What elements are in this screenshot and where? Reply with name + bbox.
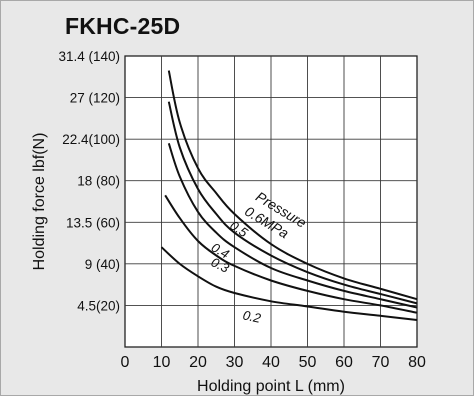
- x-tick-label: 80: [408, 354, 426, 371]
- series-label: 0.3: [209, 254, 233, 276]
- series-curve-0.2: [160, 246, 418, 321]
- series-curve-0.5: [167, 101, 418, 305]
- series-curve-0.3: [164, 194, 418, 314]
- y-tick-label: 22.4(100): [62, 132, 120, 147]
- y-tick-label: 27 (120): [70, 91, 120, 106]
- x-tick-label: 40: [262, 354, 280, 371]
- x-tick-label: 10: [153, 354, 171, 371]
- x-tick-label: 50: [299, 354, 317, 371]
- x-tick-label: 70: [372, 354, 390, 371]
- x-tick-label: 60: [335, 354, 353, 371]
- x-axis-label: Holding point L (mm): [197, 378, 345, 395]
- x-tick-label: 30: [226, 354, 244, 371]
- series-curve-0.6MPa: [167, 70, 418, 301]
- y-tick-label: 4.5(20): [77, 298, 120, 313]
- y-tick-label: 18 (80): [77, 174, 120, 189]
- chart-title: FKHC-25D: [65, 13, 181, 39]
- x-tick-label: 20: [189, 354, 207, 371]
- y-tick-label: 9 (40): [85, 257, 120, 272]
- series-label: 0.2: [241, 307, 263, 326]
- y-axis-label: Holding force lbf(N): [31, 133, 48, 271]
- x-tick-label: 0: [121, 354, 130, 371]
- series-curve-0.4: [167, 142, 418, 309]
- y-tick-label: 13.5 (60): [66, 215, 120, 230]
- y-tick-label: 31.4 (140): [58, 49, 120, 64]
